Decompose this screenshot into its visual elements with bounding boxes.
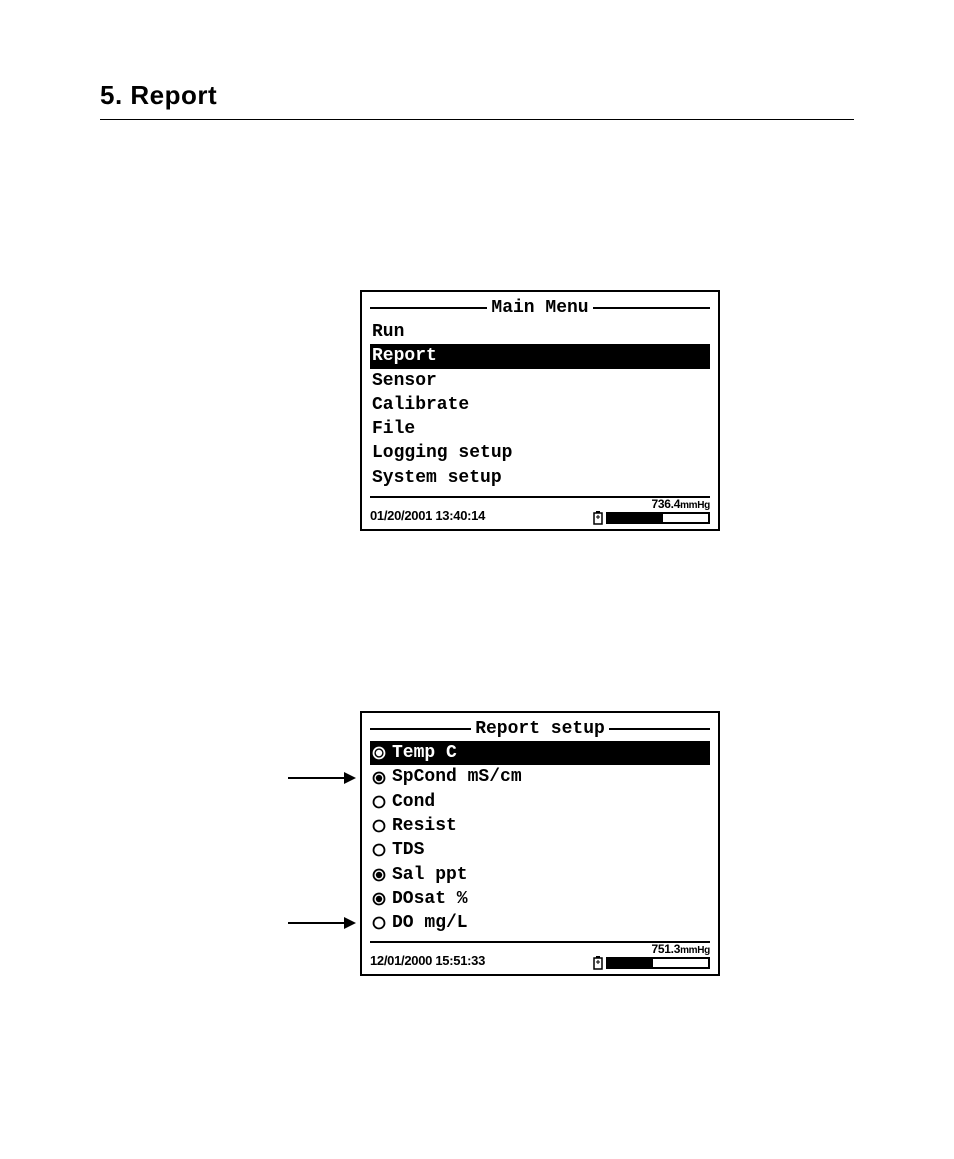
pressure-value: 751.3 [652,942,681,956]
section-title: 5. Report [100,80,854,120]
pressure-reading: 736.4mmHg [652,498,710,511]
report-item[interactable]: Cond [370,790,710,814]
pressure-reading: 751.3mmHg [652,943,710,956]
menu-item[interactable]: Report [370,344,710,368]
menu-item[interactable]: System setup [370,466,710,490]
report-setup-screen: Report setup Temp CSpCond mS/cmCondResis… [360,711,854,976]
radio-unchecked-icon [372,795,386,809]
radio-unchecked-icon [372,916,386,930]
menu-item[interactable]: File [370,417,710,441]
main-menu-items: RunReportSensorCalibrateFileLogging setu… [370,320,710,490]
status-bar: 01/20/2001 13:40:14 736.4mmHg [370,498,710,525]
report-item[interactable]: DOsat % [370,887,710,911]
menu-item[interactable]: Logging setup [370,441,710,465]
main-menu-screen: Main Menu RunReportSensorCalibrateFileLo… [360,290,854,531]
pressure-value: 736.4 [652,497,681,511]
report-item[interactable]: DO mg/L [370,911,710,935]
pressure-unit: mmHg [680,945,710,956]
rule-left [370,307,487,309]
report-item-label: Temp C [392,741,457,765]
report-setup-items: Temp CSpCond mS/cmCondResistTDSSal pptDO… [370,741,710,935]
report-item[interactable]: Sal ppt [370,863,710,887]
radio-checked-icon [372,892,386,906]
lcd-main-menu: Main Menu RunReportSensorCalibrateFileLo… [360,290,720,531]
pressure-unit: mmHg [680,500,710,511]
report-setup-title: Report setup [471,719,609,739]
report-item-label: SpCond mS/cm [392,765,522,789]
report-item[interactable]: Temp C [370,741,710,765]
radio-checked-icon [372,771,386,785]
battery-icon [593,511,603,525]
pointer-arrow-icon [288,922,354,924]
lcd-title-row: Main Menu [370,298,710,318]
status-right: 751.3mmHg [593,943,710,970]
rule-right [593,307,710,309]
lcd-title-row: Report setup [370,719,710,739]
pointer-arrow-icon [288,777,354,779]
report-item[interactable]: TDS [370,838,710,862]
menu-item[interactable]: Sensor [370,369,710,393]
battery-indicator [593,511,710,525]
report-item[interactable]: Resist [370,814,710,838]
lcd-report-setup: Report setup Temp CSpCond mS/cmCondResis… [360,711,720,976]
datetime: 12/01/2000 15:51:33 [370,953,485,970]
radio-unchecked-icon [372,819,386,833]
report-item-label: DOsat % [392,887,468,911]
battery-bar [606,957,710,969]
main-menu-title: Main Menu [487,298,592,318]
battery-bar [606,512,710,524]
radio-checked-icon [372,746,386,760]
report-item-label: Resist [392,814,457,838]
status-right: 736.4mmHg [593,498,710,525]
report-item-label: DO mg/L [392,911,468,935]
battery-fill [608,514,663,522]
status-bar: 12/01/2000 15:51:33 751.3mmHg [370,943,710,970]
datetime: 01/20/2001 13:40:14 [370,508,485,525]
menu-item[interactable]: Calibrate [370,393,710,417]
radio-checked-icon [372,868,386,882]
menu-item[interactable]: Run [370,320,710,344]
battery-indicator [593,956,710,970]
report-item-label: TDS [392,838,424,862]
report-item[interactable]: SpCond mS/cm [370,765,710,789]
radio-unchecked-icon [372,843,386,857]
report-item-label: Cond [392,790,435,814]
battery-icon [593,956,603,970]
rule-right [609,728,710,730]
report-item-label: Sal ppt [392,863,468,887]
battery-fill [608,959,653,967]
rule-left [370,728,471,730]
